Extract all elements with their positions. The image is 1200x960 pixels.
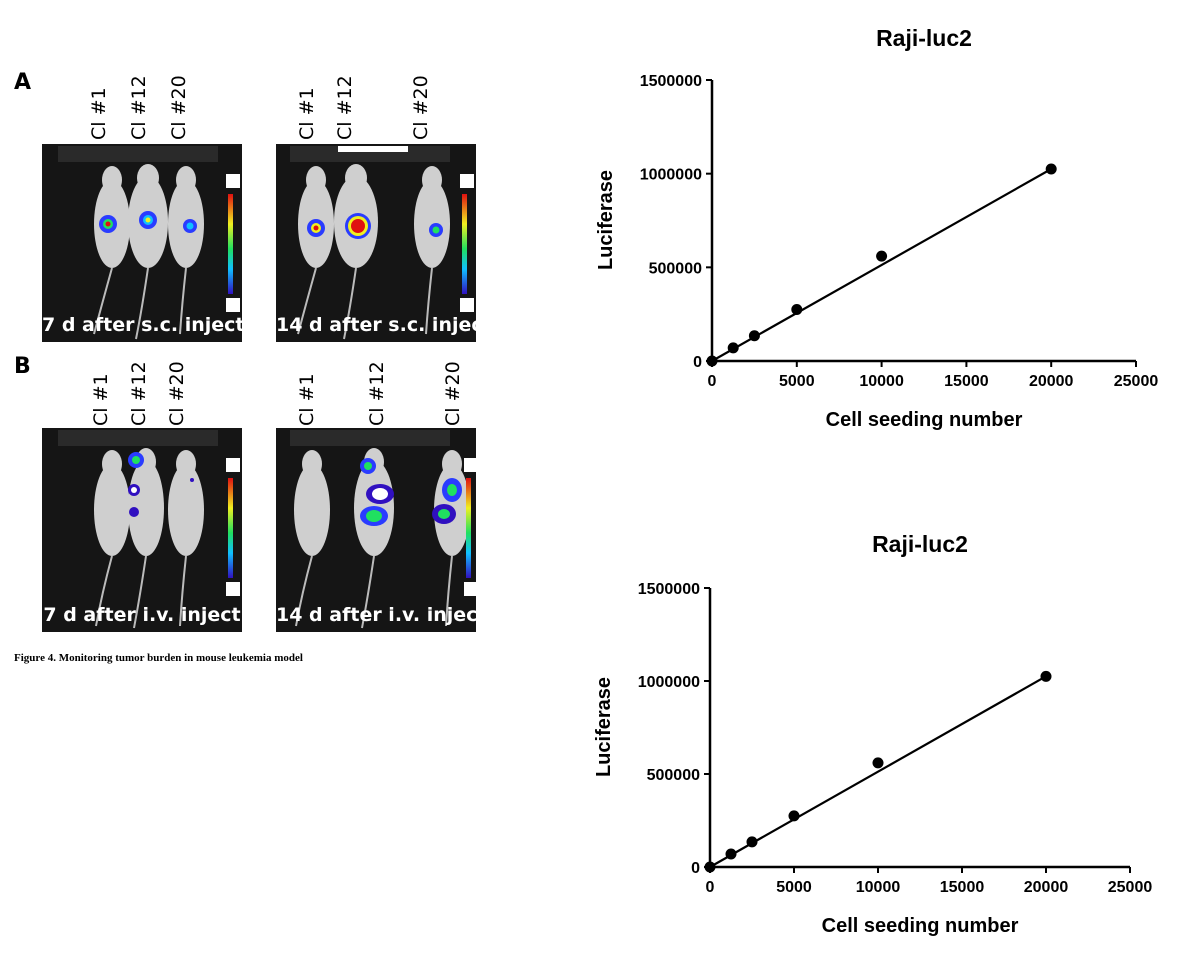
panel-letter-a: A	[14, 70, 32, 95]
data-point	[791, 303, 803, 315]
x-tick-label: 25000	[1108, 879, 1153, 896]
y-tick-label: 1500000	[638, 581, 700, 598]
x-tick-label: 0	[706, 879, 715, 896]
x-tick-label: 10000	[859, 373, 904, 390]
data-point	[748, 330, 760, 342]
y-tick-label: 500000	[649, 260, 702, 277]
bioluminescence-image-b1: 7 d after i.v. inject	[42, 428, 242, 632]
scatter-chart-bottom: Raji-luc2 0 5000 10000 15000 20000 25000 0 50000…	[593, 531, 1152, 937]
image-caption: 14 d after s.c. inject	[276, 314, 476, 336]
data-point	[872, 757, 884, 769]
fit-line	[711, 168, 1052, 362]
fit-line	[709, 675, 1047, 868]
x-tick-label: 25000	[1114, 373, 1159, 390]
bioluminescence-image-b2: 14 d after i.v. inject	[276, 428, 476, 632]
x-axis-label: Cell seeding number	[826, 409, 1023, 431]
panel-letter-b: B	[14, 354, 31, 379]
bioluminescence-image-a1: 7 d after s.c. inject	[42, 144, 242, 342]
data-point	[788, 810, 800, 822]
y-tick-label: 1000000	[640, 167, 702, 184]
y-tick-label: 0	[693, 354, 702, 371]
y-tick-label: 0	[691, 860, 700, 877]
data-point	[727, 342, 739, 354]
figure-caption: Figure 4. Monitoring tumor burden in mou…	[14, 652, 303, 664]
bioluminescence-image-a2: 14 d after s.c. inject	[276, 144, 476, 342]
data-point	[725, 848, 737, 860]
x-tick-label: 10000	[856, 879, 901, 896]
data-point	[1040, 670, 1052, 682]
image-caption: 14 d after i.v. inject	[276, 604, 476, 626]
image-caption: 7 d after i.v. inject	[43, 604, 241, 626]
scatter-chart-top: Raji-luc2 0 5000 10000 15000 20000 25000 0 50000…	[595, 25, 1158, 431]
y-tick-label: 500000	[647, 767, 700, 784]
chart-title: Raji-luc2	[876, 25, 972, 51]
chart-title: Raji-luc2	[872, 531, 968, 557]
data-point	[746, 836, 758, 848]
data-point	[1045, 163, 1057, 175]
x-tick-label: 0	[708, 373, 717, 390]
y-tick-label: 1500000	[640, 73, 702, 90]
x-tick-label: 5000	[779, 373, 815, 390]
data-point	[704, 861, 716, 873]
x-tick-label: 20000	[1029, 373, 1074, 390]
y-axis-label: Luciferase	[593, 677, 615, 777]
x-tick-label: 20000	[1024, 879, 1069, 896]
x-tick-label: 5000	[776, 879, 812, 896]
x-tick-label: 15000	[940, 879, 985, 896]
image-caption: 7 d after s.c. inject	[42, 314, 242, 336]
x-axis-label: Cell seeding number	[822, 915, 1019, 937]
data-point	[876, 250, 888, 262]
data-point	[706, 355, 718, 367]
y-tick-label: 1000000	[638, 674, 700, 691]
x-tick-label: 15000	[944, 373, 989, 390]
y-axis-label: Luciferase	[595, 170, 617, 270]
